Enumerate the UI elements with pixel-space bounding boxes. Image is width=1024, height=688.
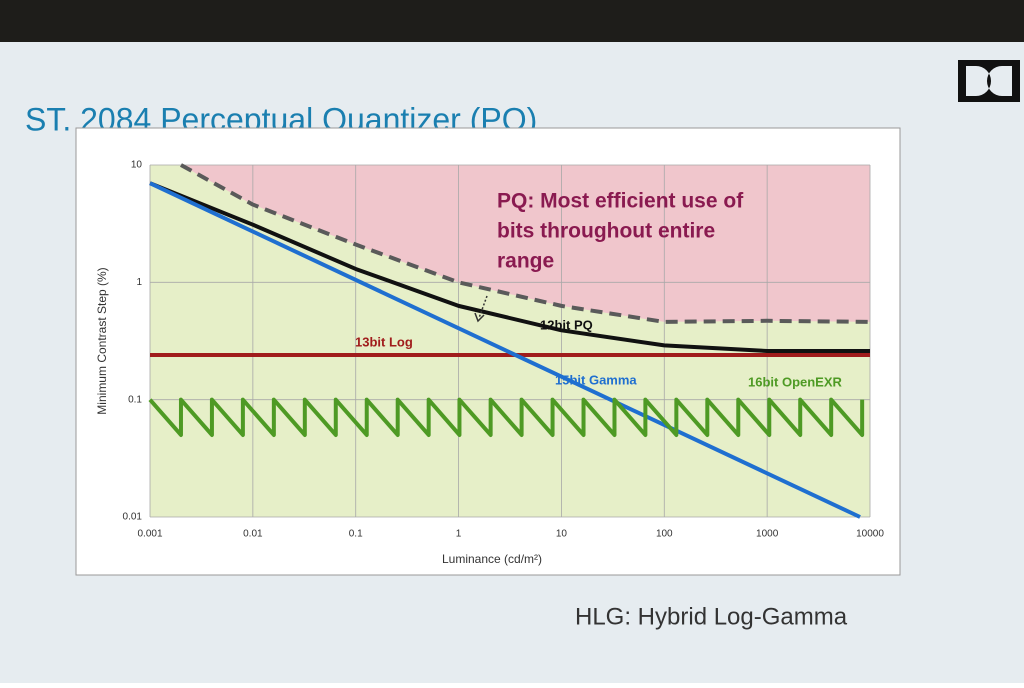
y-tick-label: 0.01: [123, 512, 143, 523]
x-tick-label: 1: [456, 529, 462, 540]
series-label: 16bit OpenEXR: [748, 374, 843, 389]
y-axis-label: Minimum Contrast Step (%): [95, 267, 109, 414]
series-line: [179, 163, 871, 324]
x-tick-label: 0.01: [243, 529, 263, 540]
series-label: 15bit Gamma: [555, 372, 637, 387]
x-tick-label: 0.001: [137, 529, 162, 540]
plot: 0.001 0.01 0.1 1 10 100 1000 10000 0.01 0.1 1 10 12b…: [123, 160, 885, 540]
y-tick-label: 0.1: [128, 394, 142, 405]
annotation-arrowhead: [474, 312, 485, 323]
series-line: [148, 397, 865, 437]
x-tick-label: 1000: [756, 529, 779, 540]
series-line: [149, 181, 870, 353]
x-axis-label: Luminance (cd/m²): [442, 552, 542, 566]
series-label: 12bit PQ: [540, 317, 593, 332]
logo: [958, 60, 1020, 102]
y-tick-label: 10: [131, 160, 143, 171]
x-tick-label: 0.1: [349, 529, 363, 540]
annotation: PQ: Most efficient use of: [497, 190, 744, 213]
annotation: bits throughout entire: [497, 220, 715, 243]
x-tick-label: 10000: [856, 529, 884, 540]
series-label: 13bit Log: [355, 334, 413, 349]
x-tick-label: 10: [556, 529, 568, 540]
screen-frame: [0, 0, 1024, 42]
series-line: [149, 181, 861, 519]
x-tick-label: 100: [656, 529, 673, 540]
y-tick-label: 1: [136, 277, 142, 288]
slide-footer: HLG: Hybrid Log-Gamma: [575, 603, 848, 630]
annotation: range: [497, 250, 554, 273]
